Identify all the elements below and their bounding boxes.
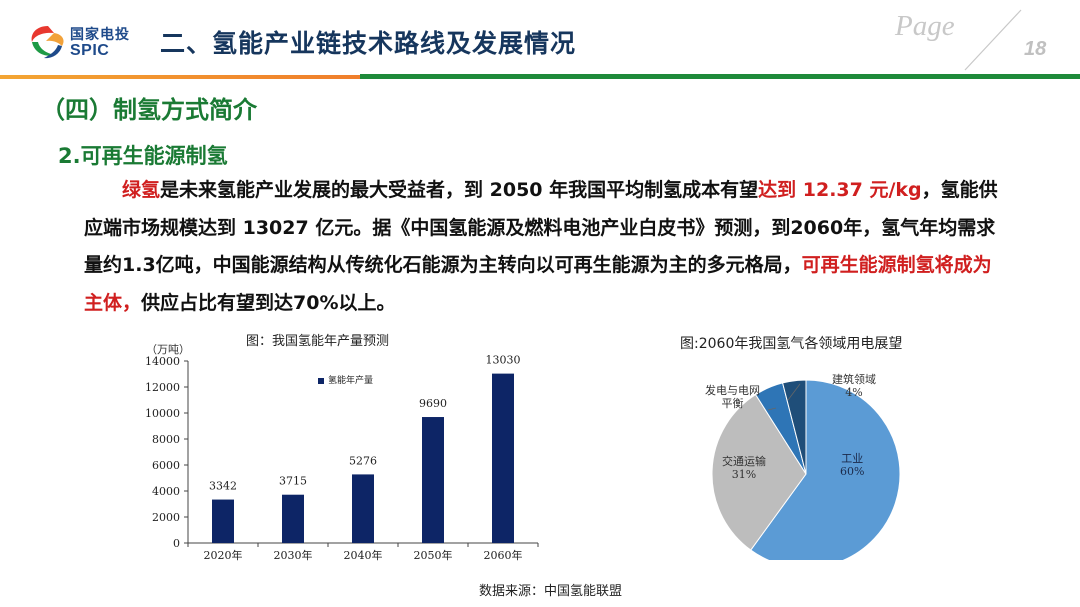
- bar-chart-y-unit: （万吨）: [146, 343, 190, 356]
- leader-line-power: [767, 407, 777, 411]
- spic-logo-icon: [31, 26, 64, 59]
- y-tick-label: 4000: [152, 485, 180, 498]
- bar-0: [212, 499, 234, 543]
- pie-label-building-pct: 4%: [845, 386, 863, 399]
- data-source-note: 数据来源：中国氢能联盟: [479, 584, 623, 599]
- hydrogen-usage-pie-chart: 图:2060年我国氢气各领域用电展望 工业 60% 交通运输 31% 发电与电网…: [680, 330, 970, 560]
- bar-value-label: 3715: [279, 475, 307, 488]
- bar-value-label: 13030: [486, 354, 521, 367]
- y-tick-label: 8000: [152, 433, 180, 446]
- pie-label-transport-name: 交通运输: [722, 455, 766, 468]
- pie-label-building: 建筑领域 4%: [832, 373, 876, 399]
- x-tick-label: 2040年: [344, 548, 383, 562]
- body-paragraph: 绿氢是未来氢能产业发展的最大受益者，到 2050 年我国平均制氢成本有望达到 1…: [84, 172, 1004, 322]
- company-logo: 国家电投 SPIC: [28, 20, 148, 64]
- paragraph-text-3: 供应占比有望到达70%以上。: [141, 291, 396, 314]
- x-tick-label: 2030年: [274, 548, 313, 562]
- pie-label-industry: 工业 60%: [840, 452, 864, 478]
- paragraph-text-2: ，氢能供应端市场规模达到 13027 亿元。据《中国氢能源及燃料电池产业白皮书》…: [84, 179, 998, 276]
- pie-label-power-line1: 发电与电网: [705, 384, 760, 397]
- page-label: Page: [895, 10, 955, 42]
- page-number: 18: [1024, 38, 1047, 60]
- bar-chart-legend: 氢能年产量: [318, 373, 373, 386]
- legend-swatch: [318, 377, 324, 384]
- bar-4: [492, 373, 514, 543]
- bar-value-label: 3342: [209, 480, 237, 493]
- pie-slice-0: [750, 379, 901, 560]
- page-title: 二、氢能产业链技术路线及发展情况: [160, 29, 577, 58]
- y-tick-label: 10000: [145, 407, 180, 420]
- bar-3: [422, 417, 444, 543]
- pie-chart-title: 图:2060年我国氢气各领域用电展望: [680, 336, 903, 352]
- pie-label-building-name: 建筑领域: [832, 373, 876, 386]
- x-tick-label: 2060年: [484, 548, 523, 562]
- pie-label-industry-name: 工业: [841, 452, 864, 465]
- pie-label-transport: 交通运输 31%: [722, 455, 766, 481]
- bar-value-label: 5276: [349, 454, 377, 467]
- logo-chinese-name: 国家电投: [70, 27, 130, 43]
- header-divider-orange: [0, 75, 360, 79]
- page-divider-slash: [964, 9, 1022, 71]
- highlight-green-hydrogen: 绿氢: [122, 179, 161, 201]
- bar-chart-title: 图：我国氢能年产量预测: [246, 334, 390, 349]
- highlight-cost: 达到 12.37 元/kg: [758, 179, 922, 201]
- logo-english-name: SPIC: [70, 42, 110, 59]
- x-tick-label: 2050年: [414, 548, 453, 562]
- y-tick-label: 6000: [152, 459, 180, 472]
- pie-label-industry-pct: 60%: [840, 465, 865, 478]
- sub-title: 2.可再生能源制氢: [58, 144, 228, 168]
- bar-value-label: 9690: [419, 397, 447, 410]
- pie-label-transport-pct: 31%: [731, 468, 757, 481]
- hydrogen-output-bar-chart: 0 2000 4000 6000 8000 10000 12000 14000 3342 2020…: [138, 325, 558, 570]
- bar-chart-canvas: 0 2000 4000 6000 8000 10000 12000 14000 3342 2020…: [145, 354, 539, 562]
- y-tick-label: 14000: [145, 355, 180, 368]
- pie-slice-3: [782, 379, 807, 475]
- y-tick-label: 12000: [145, 381, 180, 394]
- legend-label: 氢能年产量: [328, 376, 374, 386]
- header-divider-green: [360, 74, 1080, 79]
- pie-chart-canvas: [711, 379, 901, 560]
- pie-label-power-line2: 平衡: [721, 397, 744, 410]
- pie-label-power: 发电与电网 平衡: [705, 384, 760, 410]
- bar-2: [352, 474, 374, 543]
- section-title: （四）制氢方式简介: [41, 96, 257, 124]
- pie-slice-1: [711, 393, 807, 551]
- bar-1: [282, 494, 304, 543]
- highlight-renewable: 可再生能源制氢将成为主体，: [84, 254, 992, 314]
- leader-line-building: [787, 383, 801, 401]
- y-tick-label: 2000: [152, 511, 180, 524]
- x-tick-label: 2020年: [204, 548, 243, 562]
- paragraph-text-1: 是未来氢能产业发展的最大受益者，到 2050 年我国平均制氢成本有望: [160, 179, 759, 201]
- header-divider: [0, 73, 1080, 80]
- y-tick-label: 0: [173, 537, 180, 550]
